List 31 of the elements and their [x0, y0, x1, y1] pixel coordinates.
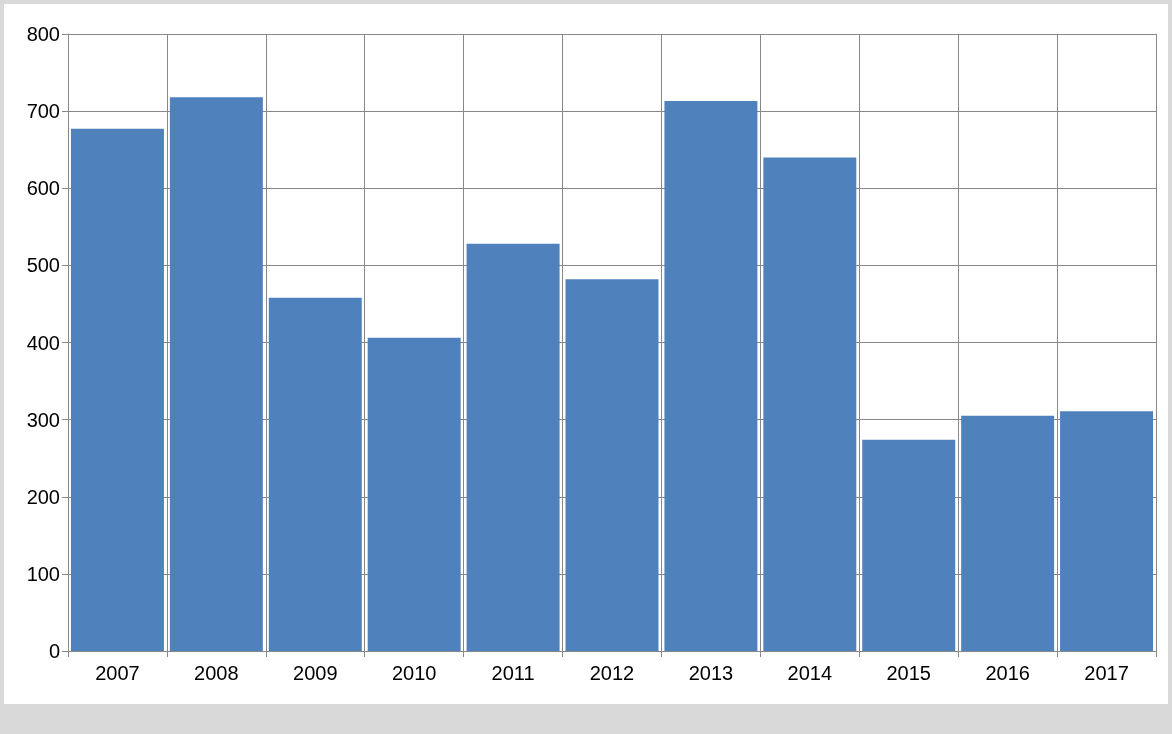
- bar: [466, 243, 560, 651]
- y-tick-label: 500: [26, 254, 60, 277]
- x-tick-label: 2011: [491, 662, 535, 684]
- bar: [367, 337, 461, 651]
- y-tick-label: 200: [26, 485, 60, 508]
- y-tick-label: 300: [26, 408, 60, 431]
- x-tick-label: 2010: [391, 662, 437, 684]
- bar: [961, 415, 1055, 651]
- x-tick-label: 2013: [688, 662, 734, 684]
- bar: [664, 101, 758, 651]
- x-tick-label: 2007: [95, 662, 140, 684]
- bar: [70, 128, 164, 651]
- y-tick-label: 800: [26, 23, 60, 45]
- x-tick-label: 2012: [589, 662, 635, 684]
- bar: [763, 157, 857, 651]
- y-tick-label: 0: [48, 640, 60, 662]
- bar: [1060, 411, 1154, 651]
- bar: [268, 297, 362, 651]
- x-tick-label: 2016: [985, 662, 1030, 684]
- y-tick-label: 100: [26, 562, 60, 585]
- y-tick-label: 600: [26, 177, 60, 200]
- bar: [862, 439, 956, 651]
- x-tick-label: 2008: [194, 662, 239, 684]
- x-tick-label: 2009: [293, 662, 338, 684]
- bar: [565, 279, 659, 651]
- x-tick-label: 2017: [1084, 662, 1129, 684]
- x-tick-label: 2014: [787, 662, 833, 684]
- x-tick-label: 2015: [886, 662, 931, 684]
- y-tick-label: 700: [26, 100, 60, 123]
- y-tick-label: 400: [26, 331, 60, 354]
- bar: [169, 97, 263, 651]
